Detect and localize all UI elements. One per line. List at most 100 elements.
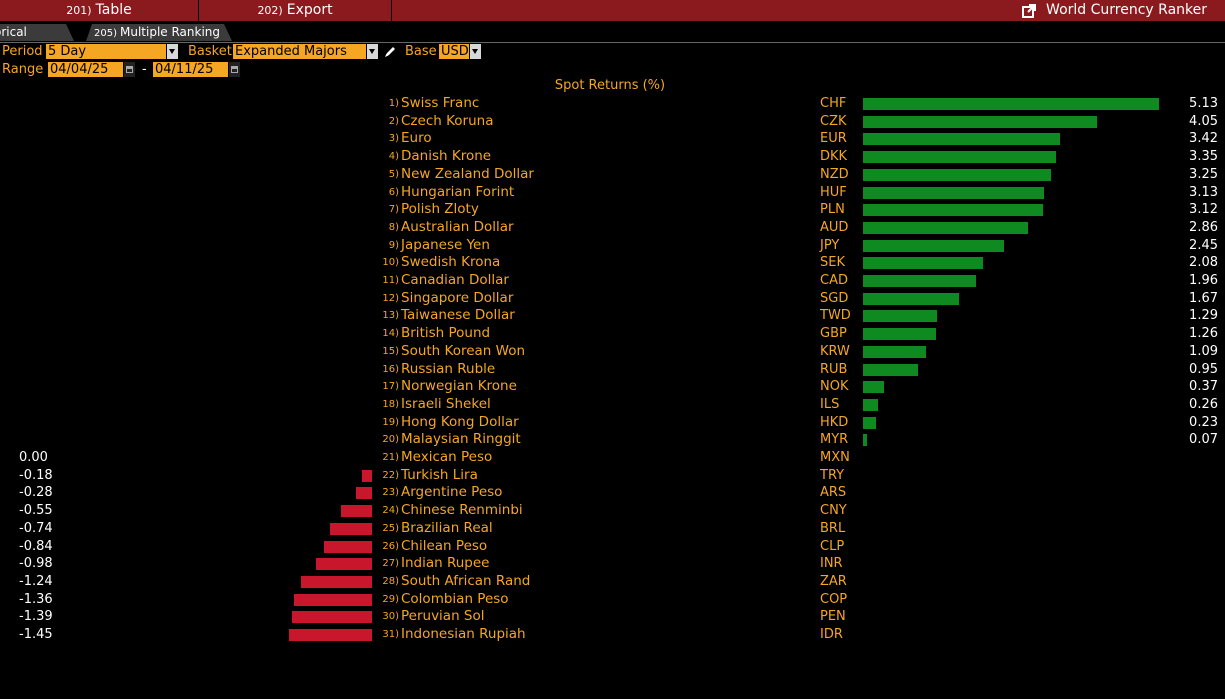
currency-name[interactable]: Hungarian Forint (401, 183, 515, 200)
period-dropdown-icon[interactable] (167, 44, 178, 59)
table-row[interactable]: 25) Brazilian Real BRL -0.74 (0, 520, 1225, 538)
currency-name[interactable]: Czech Koruna (401, 112, 494, 129)
tab-multiple-ranking[interactable]: 205) Multiple Ranking (86, 24, 232, 41)
basket-select[interactable]: Expanded Majors (233, 44, 366, 59)
table-row[interactable]: 21) Mexican Peso MXN 0.00 (0, 449, 1225, 467)
currency-name[interactable]: Australian Dollar (401, 218, 514, 235)
return-value-label: 3.12 (1189, 202, 1218, 218)
positive-return-bar (863, 381, 885, 394)
table-row[interactable]: 5) New Zealand Dollar NZD 3.25 (0, 166, 1225, 184)
return-value-label: 2.45 (1189, 237, 1218, 253)
return-value-label: -0.18 (19, 467, 53, 483)
currency-name[interactable]: Swedish Krona (401, 254, 501, 271)
table-row[interactable]: 19) Hong Kong Dollar HKD 0.23 (0, 414, 1225, 432)
currency-name[interactable]: Colombian Peso (401, 590, 509, 607)
base-dropdown-icon[interactable] (470, 44, 481, 59)
calendar-icon[interactable] (124, 62, 135, 77)
return-value-label: 2.08 (1189, 255, 1218, 271)
currency-name[interactable]: New Zealand Dollar (401, 165, 534, 182)
table-row[interactable]: 9) Japanese Yen JPY 2.45 (0, 237, 1225, 255)
return-value-label: 3.35 (1189, 149, 1218, 165)
table-row[interactable]: 15) South Korean Won KRW 1.09 (0, 343, 1225, 361)
window-title[interactable]: World Currency Ranker (1022, 0, 1207, 21)
rank-number: 6) (388, 186, 399, 198)
currency-name[interactable]: Swiss Franc (401, 95, 480, 111)
currency-name[interactable]: Chinese Renminbi (401, 502, 523, 519)
table-row[interactable]: 28) South African Rand ZAR -1.24 (0, 573, 1225, 591)
table-row[interactable]: 31) Indonesian Rupiah IDR -1.45 (0, 626, 1225, 644)
table-row[interactable]: 20) Malaysian Ringgit MYR 0.07 (0, 431, 1225, 449)
table-row[interactable]: 13) Taiwanese Dollar TWD 1.29 (0, 307, 1225, 325)
currency-name[interactable]: Israeli Shekel (401, 395, 491, 412)
rank-number: 16) (382, 363, 399, 375)
table-button-label: Table (95, 2, 132, 18)
table-row[interactable]: 6) Hungarian Forint HUF 3.13 (0, 184, 1225, 202)
calendar-icon[interactable] (229, 62, 240, 77)
table-row[interactable]: 17) Norwegian Krone NOK 0.37 (0, 378, 1225, 396)
currency-name[interactable]: South Korean Won (401, 342, 526, 359)
currency-name[interactable]: Mexican Peso (401, 449, 493, 465)
currency-name[interactable]: Singapore Dollar (401, 289, 514, 306)
range-end-input[interactable]: 04/11/25 (153, 62, 228, 77)
currency-name[interactable]: Russian Ruble (401, 360, 496, 377)
rank-number: 31) (382, 629, 399, 640)
table-button[interactable]: 201) Table (0, 0, 199, 21)
currency-name[interactable]: Turkish Lira (401, 466, 478, 483)
range-start-input[interactable]: 04/04/25 (48, 62, 123, 77)
table-row[interactable]: 1) Swiss Franc CHF 5.13 (0, 95, 1225, 113)
currency-name[interactable]: Polish Zloty (401, 201, 479, 218)
pencil-icon[interactable] (384, 45, 396, 58)
table-row[interactable]: 4) Danish Krone DKK 3.35 (0, 148, 1225, 166)
table-row[interactable]: 14) British Pound GBP 1.26 (0, 325, 1225, 343)
table-row[interactable]: 22) Turkish Lira TRY -0.18 (0, 467, 1225, 485)
basket-dropdown-icon[interactable] (367, 44, 378, 59)
table-row[interactable]: 16) Russian Ruble RUB 0.95 (0, 361, 1225, 379)
currency-name[interactable]: British Pound (401, 325, 491, 342)
table-row[interactable]: 3) Euro EUR 3.42 (0, 130, 1225, 148)
base-label: Base (405, 44, 437, 59)
rank-number: 26) (382, 540, 399, 552)
export-button[interactable]: 202) Export (199, 0, 392, 21)
currency-code: GBP (820, 326, 847, 342)
return-value-label: 1.09 (1189, 343, 1218, 359)
table-row[interactable]: 10) Swedish Krona SEK 2.08 (0, 254, 1225, 272)
table-row[interactable]: 2) Czech Koruna CZK 4.05 (0, 113, 1225, 131)
currency-name[interactable]: Euro (401, 130, 432, 147)
table-row[interactable]: 11) Canadian Dollar CAD 1.96 (0, 272, 1225, 290)
table-row[interactable]: 23) Argentine Peso ARS -0.28 (0, 484, 1225, 502)
rank-number: 29) (382, 593, 399, 605)
currency-name[interactable]: Indonesian Rupiah (401, 626, 526, 642)
table-row[interactable]: 8) Australian Dollar AUD 2.86 (0, 219, 1225, 237)
table-row[interactable]: 27) Indian Rupee INR -0.98 (0, 555, 1225, 573)
table-row[interactable]: 30) Peruvian Sol PEN -1.39 (0, 608, 1225, 626)
base-select[interactable]: USD (439, 44, 469, 59)
negative-return-bar (289, 629, 372, 641)
currency-name[interactable]: Brazilian Real (401, 519, 493, 536)
currency-name[interactable]: Hong Kong Dollar (401, 413, 519, 430)
currency-code: COP (820, 591, 848, 607)
currency-code: NZD (820, 166, 849, 182)
currency-name[interactable]: Argentine Peso (401, 484, 503, 501)
currency-name[interactable]: Japanese Yen (401, 236, 490, 253)
currency-name[interactable]: Malaysian Ringgit (401, 431, 521, 448)
positive-return-bar (863, 133, 1061, 146)
tab-historical-ranking[interactable]: orical Ranking (0, 24, 74, 41)
table-row[interactable]: 26) Chilean Peso CLP -0.84 (0, 538, 1225, 556)
currency-name[interactable]: Danish Krone (401, 148, 492, 165)
currency-name[interactable]: Taiwanese Dollar (401, 307, 515, 324)
currency-name[interactable]: Indian Rupee (401, 555, 490, 572)
table-row[interactable]: 18) Israeli Shekel ILS 0.26 (0, 396, 1225, 414)
currency-name[interactable]: Canadian Dollar (401, 272, 509, 288)
currency-code: TWD (820, 308, 851, 324)
currency-name[interactable]: Norwegian Krone (401, 378, 517, 395)
table-row[interactable]: 24) Chinese Renminbi CNY -0.55 (0, 502, 1225, 520)
currency-name[interactable]: Peruvian Sol (401, 608, 485, 625)
period-select[interactable]: 5 Day (46, 44, 166, 59)
rank-number: 19) (382, 416, 399, 428)
table-row[interactable]: 12) Singapore Dollar SGD 1.67 (0, 290, 1225, 308)
currency-name[interactable]: South African Rand (401, 572, 531, 589)
table-row[interactable]: 29) Colombian Peso COP -1.36 (0, 591, 1225, 609)
currency-name[interactable]: Chilean Peso (401, 537, 488, 554)
table-row[interactable]: 7) Polish Zloty PLN 3.12 (0, 201, 1225, 219)
external-link-icon[interactable] (1022, 3, 1037, 18)
